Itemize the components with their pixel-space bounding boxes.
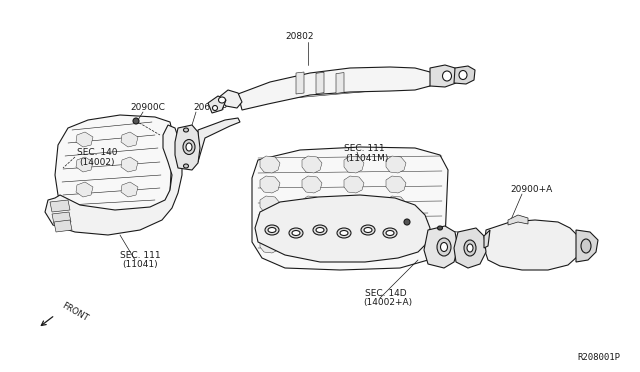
Polygon shape [344, 176, 364, 193]
Polygon shape [260, 216, 280, 233]
Text: (11041M): (11041M) [345, 154, 388, 163]
Ellipse shape [289, 228, 303, 238]
Polygon shape [50, 200, 70, 212]
Text: (14002+A): (14002+A) [363, 298, 412, 308]
Ellipse shape [442, 71, 451, 81]
Text: (11041): (11041) [122, 260, 157, 269]
Ellipse shape [183, 140, 195, 154]
Ellipse shape [383, 228, 397, 238]
Polygon shape [45, 125, 182, 235]
Text: SEC. 14D: SEC. 14D [365, 289, 406, 298]
Polygon shape [430, 65, 458, 87]
Polygon shape [175, 125, 200, 170]
Ellipse shape [313, 225, 327, 235]
Polygon shape [121, 132, 138, 147]
Text: 20900C: 20900C [130, 103, 165, 112]
Polygon shape [344, 196, 364, 213]
Text: 20691P: 20691P [193, 103, 227, 112]
Ellipse shape [386, 231, 394, 235]
Polygon shape [386, 156, 406, 173]
Polygon shape [76, 132, 93, 147]
Polygon shape [52, 212, 71, 224]
Polygon shape [218, 90, 242, 108]
Text: R208001P: R208001P [577, 353, 620, 362]
Ellipse shape [340, 231, 348, 235]
Text: SEC. 111: SEC. 111 [344, 144, 385, 153]
Text: 20900C: 20900C [368, 205, 403, 214]
Polygon shape [454, 228, 486, 268]
Polygon shape [508, 215, 528, 225]
Text: FRONT: FRONT [60, 301, 90, 323]
Ellipse shape [438, 226, 442, 230]
Ellipse shape [337, 228, 351, 238]
Polygon shape [302, 216, 322, 233]
Ellipse shape [184, 164, 189, 168]
Polygon shape [260, 236, 280, 253]
Polygon shape [76, 157, 93, 172]
Text: SEC. 111: SEC. 111 [120, 250, 161, 260]
Ellipse shape [361, 225, 375, 235]
Polygon shape [198, 118, 240, 162]
Text: 20691P: 20691P [370, 218, 404, 227]
Polygon shape [76, 182, 93, 197]
Ellipse shape [316, 228, 324, 232]
Polygon shape [484, 230, 490, 248]
Polygon shape [252, 147, 448, 270]
Polygon shape [484, 220, 578, 270]
Polygon shape [336, 73, 344, 93]
Text: 20900+A: 20900+A [510, 185, 552, 193]
Polygon shape [302, 236, 322, 253]
Ellipse shape [184, 128, 189, 132]
Ellipse shape [440, 243, 447, 251]
Polygon shape [576, 230, 598, 262]
Polygon shape [121, 157, 138, 172]
Polygon shape [386, 216, 406, 233]
Polygon shape [344, 216, 364, 233]
Ellipse shape [581, 239, 591, 253]
Polygon shape [344, 236, 364, 253]
Ellipse shape [292, 231, 300, 235]
Ellipse shape [467, 244, 473, 252]
Polygon shape [302, 176, 322, 193]
Polygon shape [386, 196, 406, 213]
Polygon shape [302, 196, 322, 213]
Polygon shape [255, 195, 430, 262]
Text: SEC. 140: SEC. 140 [77, 148, 118, 157]
Polygon shape [386, 176, 406, 193]
Ellipse shape [459, 71, 467, 80]
Ellipse shape [186, 143, 192, 151]
Ellipse shape [364, 228, 372, 232]
Ellipse shape [212, 106, 218, 110]
Polygon shape [208, 96, 226, 113]
Polygon shape [55, 115, 173, 215]
Polygon shape [302, 156, 322, 173]
Ellipse shape [404, 219, 410, 225]
Ellipse shape [464, 240, 476, 256]
Polygon shape [260, 156, 280, 173]
Polygon shape [296, 72, 304, 94]
Polygon shape [260, 176, 280, 193]
Polygon shape [121, 182, 138, 197]
Polygon shape [238, 67, 435, 110]
Ellipse shape [265, 225, 279, 235]
Polygon shape [260, 196, 280, 213]
Ellipse shape [437, 238, 451, 256]
Polygon shape [424, 226, 458, 268]
Ellipse shape [268, 228, 276, 232]
Polygon shape [344, 156, 364, 173]
Text: 20802: 20802 [285, 32, 314, 41]
Ellipse shape [133, 118, 139, 124]
Polygon shape [454, 66, 475, 84]
Polygon shape [316, 72, 324, 94]
Text: (14002): (14002) [79, 157, 115, 167]
Polygon shape [386, 236, 406, 253]
Ellipse shape [218, 97, 225, 103]
Polygon shape [54, 220, 72, 232]
